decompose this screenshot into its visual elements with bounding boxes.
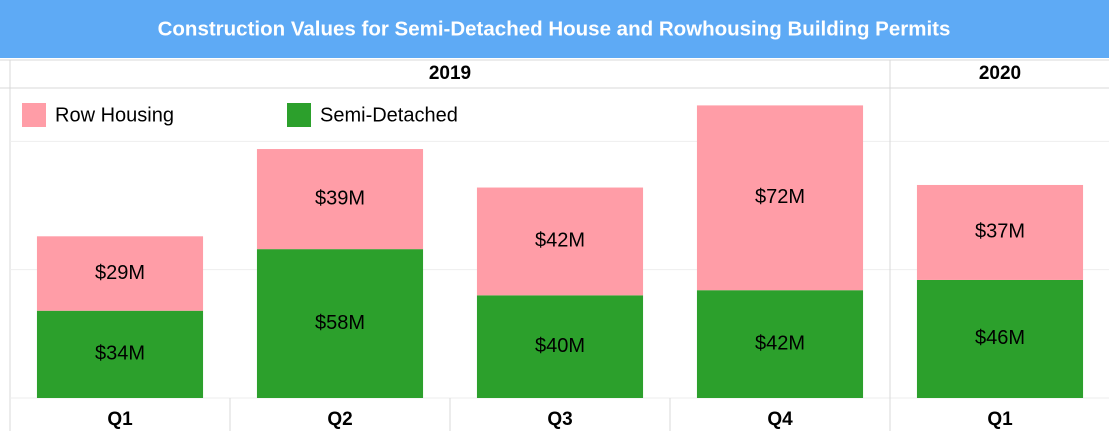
data-label: $34M [95, 343, 145, 365]
group-label: 2019 [429, 63, 471, 84]
x-tick-label: Q4 [767, 409, 793, 430]
bar-segment [476, 187, 644, 296]
data-label: $40M [535, 335, 585, 357]
data-label: $29M [95, 262, 145, 284]
title-banner [0, 0, 1109, 58]
bar-segment [36, 236, 204, 311]
legend-label: Semi-Detached [320, 104, 458, 126]
data-label: $46M [975, 327, 1025, 349]
data-label: $72M [755, 186, 805, 208]
bar-segment [916, 279, 1084, 398]
bar-segment [256, 149, 424, 250]
bar-segment [696, 290, 864, 398]
data-label: $58M [315, 312, 365, 334]
x-tick-label: Q3 [547, 409, 572, 430]
x-tick-label: Q1 [107, 409, 133, 430]
bar-segment [256, 249, 424, 398]
legend-swatch [22, 103, 46, 127]
bar-segment [476, 295, 644, 398]
bar-segment [36, 310, 204, 398]
bar-segment [916, 184, 1084, 280]
chart-title: Construction Values for Semi-Detached Ho… [158, 17, 951, 40]
data-label: $42M [755, 332, 805, 354]
legend-label: Row Housing [55, 104, 174, 126]
x-tick-label: Q1 [987, 409, 1013, 430]
data-label: $39M [315, 187, 365, 209]
group-label: 2020 [979, 63, 1021, 84]
bar-segment [696, 105, 864, 291]
data-label: $37M [975, 221, 1025, 243]
data-label: $42M [535, 230, 585, 252]
legend-swatch [287, 103, 311, 127]
x-tick-label: Q2 [327, 409, 352, 430]
